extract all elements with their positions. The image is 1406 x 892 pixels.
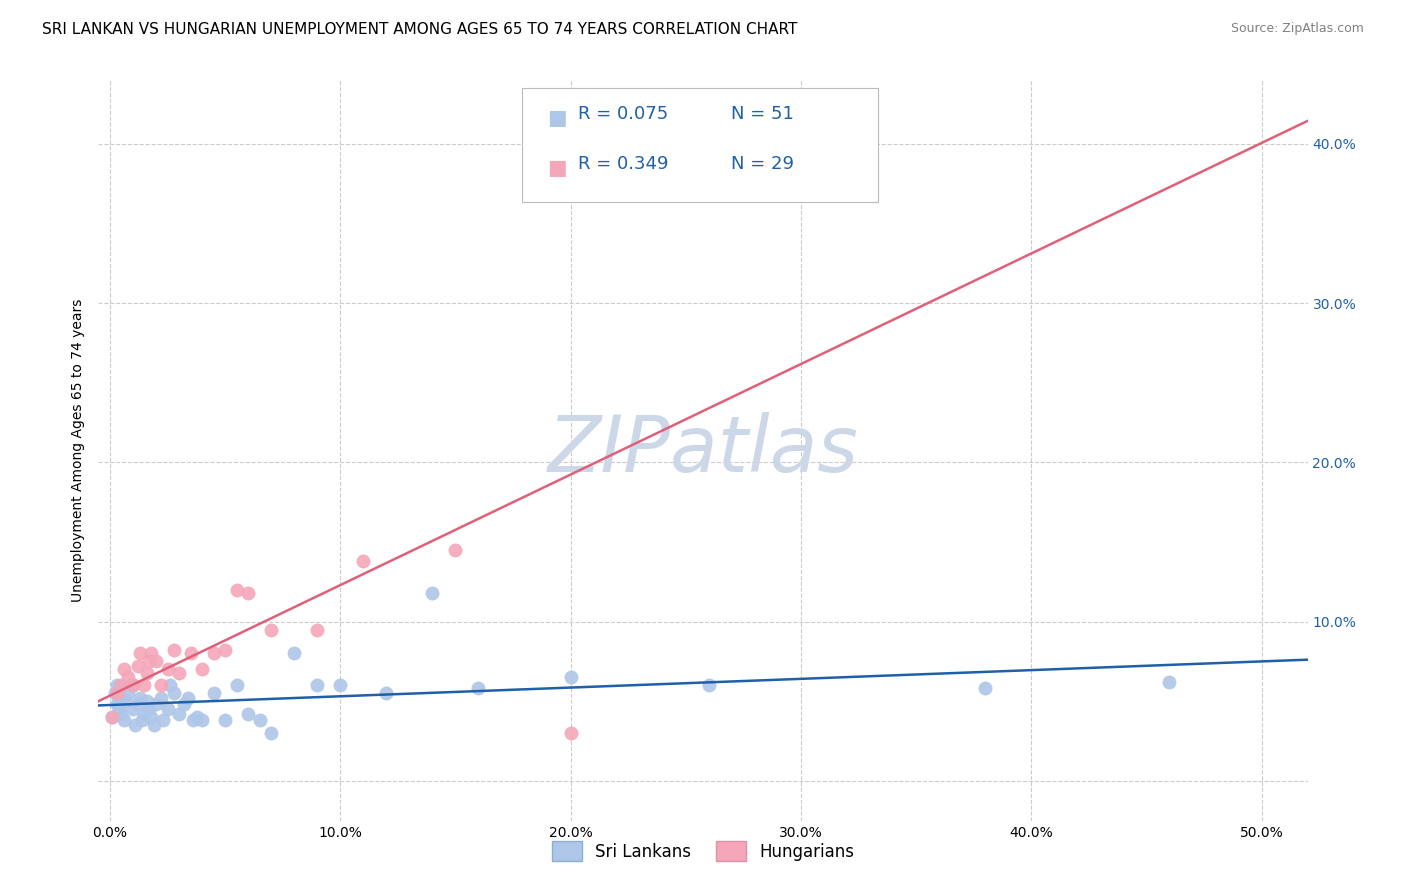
Point: [124, 718, 146, 732]
Point: [105, 686, 128, 700]
Point: [181, 714, 204, 728]
Point: [110, 678, 132, 692]
Point: [103, 686, 125, 700]
Point: [110, 691, 132, 706]
Point: [128, 647, 150, 661]
Point: [191, 662, 214, 676]
Point: [163, 643, 186, 657]
Point: [112, 714, 135, 728]
Point: [115, 694, 138, 708]
Point: [560, 726, 582, 740]
Point: [149, 678, 172, 692]
Point: [173, 698, 195, 712]
Point: [101, 710, 124, 724]
Point: [560, 670, 582, 684]
Point: [135, 665, 157, 680]
Point: [105, 678, 128, 692]
Point: [127, 659, 149, 673]
Point: [145, 655, 167, 669]
Point: [236, 706, 259, 721]
Point: [135, 694, 157, 708]
Point: [422, 586, 444, 600]
Point: [141, 710, 163, 724]
Point: [352, 554, 374, 568]
Y-axis label: Unemployment Among Ages 65 to 74 years: Unemployment Among Ages 65 to 74 years: [72, 299, 86, 602]
Point: [141, 647, 163, 661]
Point: [202, 647, 225, 661]
Point: [152, 714, 174, 728]
Point: [138, 655, 160, 669]
Point: [260, 726, 283, 740]
Point: [225, 582, 247, 597]
Point: [134, 678, 156, 692]
Point: [120, 678, 142, 692]
Point: [149, 691, 172, 706]
Point: [260, 623, 283, 637]
Point: [444, 543, 467, 558]
Point: [225, 678, 247, 692]
Text: R = 0.349: R = 0.349: [578, 155, 669, 173]
Point: [159, 678, 181, 692]
Point: [110, 706, 132, 721]
Point: [813, 177, 835, 191]
Point: [307, 623, 329, 637]
Point: [177, 691, 200, 706]
Point: [697, 678, 720, 692]
Point: [467, 681, 489, 696]
Point: [108, 681, 131, 696]
Point: [163, 686, 186, 700]
Point: [142, 718, 165, 732]
Point: [375, 686, 398, 700]
Point: [112, 662, 135, 676]
Point: [974, 681, 997, 696]
Point: [156, 702, 179, 716]
Point: [122, 678, 145, 692]
Point: [156, 662, 179, 676]
Point: [122, 702, 145, 716]
Point: [128, 691, 150, 706]
Point: [167, 665, 190, 680]
Point: [131, 714, 153, 728]
Point: [202, 686, 225, 700]
Point: [108, 702, 131, 716]
Text: R = 0.075: R = 0.075: [578, 104, 669, 123]
Point: [283, 647, 305, 661]
Point: [186, 710, 208, 724]
Text: ■: ■: [547, 158, 567, 178]
Point: [214, 714, 236, 728]
Point: [167, 706, 190, 721]
Legend: Sri Lankans, Hungarians: Sri Lankans, Hungarians: [546, 834, 860, 868]
Point: [105, 698, 128, 712]
Point: [191, 714, 214, 728]
Text: ZIPatlas: ZIPatlas: [547, 412, 859, 489]
Text: SRI LANKAN VS HUNGARIAN UNEMPLOYMENT AMONG AGES 65 TO 74 YEARS CORRELATION CHART: SRI LANKAN VS HUNGARIAN UNEMPLOYMENT AMO…: [42, 22, 797, 37]
Point: [127, 698, 149, 712]
Text: ■: ■: [547, 108, 567, 128]
Point: [249, 714, 271, 728]
Text: Source: ZipAtlas.com: Source: ZipAtlas.com: [1230, 22, 1364, 36]
FancyBboxPatch shape: [522, 87, 879, 202]
Text: N = 51: N = 51: [731, 104, 793, 123]
Point: [307, 678, 329, 692]
Point: [122, 678, 145, 692]
Point: [117, 670, 139, 684]
Point: [236, 586, 259, 600]
Text: N = 29: N = 29: [731, 155, 794, 173]
Point: [329, 678, 352, 692]
Point: [180, 647, 202, 661]
Point: [138, 702, 160, 716]
Point: [214, 643, 236, 657]
Point: [117, 686, 139, 700]
Point: [1159, 675, 1181, 690]
Point: [134, 706, 156, 721]
Point: [101, 710, 124, 724]
Point: [145, 698, 167, 712]
